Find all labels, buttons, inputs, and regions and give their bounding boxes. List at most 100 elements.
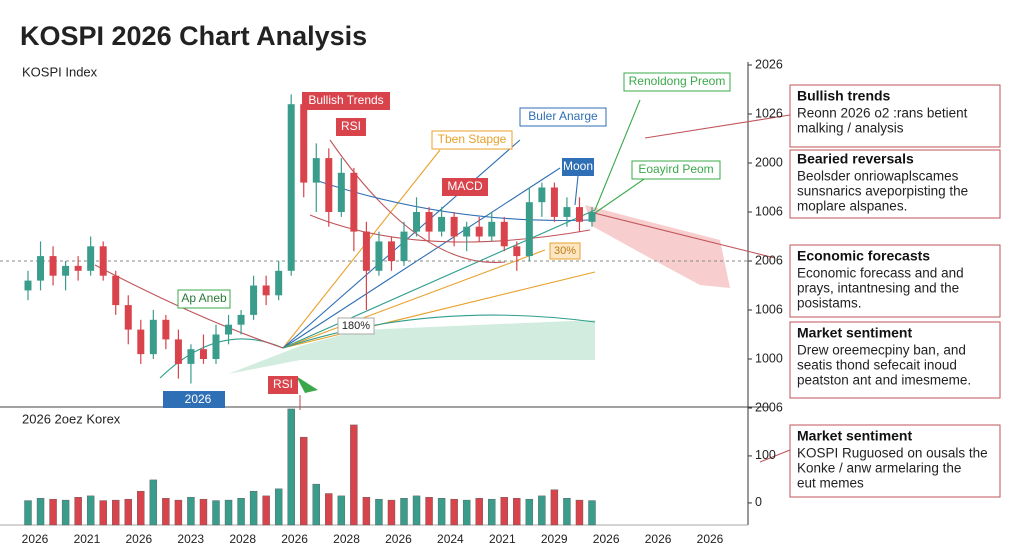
candle-body <box>513 246 521 257</box>
x-tick-label: 2026 <box>697 532 724 546</box>
panel-title: Market sentiment <box>797 325 912 341</box>
x-tick-label: 2026 <box>593 532 620 546</box>
panel-text: malking / analysis <box>797 121 904 136</box>
volume-bar <box>199 498 208 526</box>
candle-body <box>475 226 483 237</box>
forecast-band <box>585 205 730 288</box>
side-panels <box>789 84 1001 498</box>
x-tick-label: 2026 <box>281 532 308 546</box>
y-tick-label: 1026 <box>755 106 783 120</box>
annotation-box <box>268 376 298 394</box>
candle-body <box>275 270 283 296</box>
panel-box <box>789 321 1001 399</box>
y-tick-label: 2026 <box>755 57 783 71</box>
volume-bar <box>237 498 245 526</box>
volume-bar <box>99 500 107 526</box>
candle-body <box>174 339 182 364</box>
y-tick-label: 2006 <box>755 400 783 414</box>
candle-body <box>199 349 207 359</box>
annotation-box <box>302 92 390 110</box>
volume-bar <box>462 499 471 526</box>
annotation: Moon <box>563 159 593 173</box>
y-tick-label: 100 <box>755 448 776 462</box>
candle-body <box>312 158 320 183</box>
candle-body <box>124 305 132 330</box>
annotation-box <box>431 130 513 150</box>
x-tick-label: 2029 <box>541 532 568 546</box>
volume-bar <box>563 498 571 526</box>
candle-body <box>375 241 383 271</box>
annotation-box <box>163 391 225 408</box>
volume-bar <box>325 493 333 526</box>
candle-body <box>400 231 408 261</box>
candle-body <box>575 207 583 222</box>
volume-bar <box>212 500 220 526</box>
annotation: Bullish Trends <box>308 93 383 107</box>
annotation: Tben Stapge <box>438 132 507 146</box>
volume-bar <box>74 497 82 526</box>
candle-body <box>99 246 107 276</box>
candle-body <box>212 334 220 359</box>
volume-bar <box>287 408 295 526</box>
volume-bar <box>86 495 95 526</box>
volume-bar <box>437 498 446 526</box>
candle-body <box>250 285 258 315</box>
panel-text: Beolsder onriowaplscames <box>797 169 959 184</box>
volume-bar <box>375 498 383 526</box>
candle-body <box>488 221 496 237</box>
panel-text: sunsnarics aveporpisting the <box>797 184 968 199</box>
x-tick-label: 2026 <box>645 532 672 546</box>
volume-bar <box>450 498 458 526</box>
candle-body <box>262 285 270 296</box>
candle-body <box>74 265 82 271</box>
volume-label: 2026 2oez Korex <box>22 411 121 426</box>
volume-bar <box>149 479 158 526</box>
candle-body <box>325 158 333 212</box>
x-tick-label: 2026 <box>125 532 152 546</box>
volume-bar <box>387 499 396 526</box>
panel-text: Drew oreemecpiny ban, and <box>797 343 966 358</box>
y-tick-label: 0 <box>755 495 762 509</box>
annotation: 30% <box>554 245 576 257</box>
annotation-box <box>562 158 594 176</box>
volume-bar <box>525 498 534 526</box>
y-tick-label: 1006 <box>755 204 783 218</box>
panel-title: Bearied reversals <box>797 151 914 167</box>
x-tick-label: 2023 <box>177 532 204 546</box>
volume-bar <box>312 483 320 526</box>
trend-lines <box>94 99 791 463</box>
annotation: MACD <box>447 179 483 193</box>
panel-box <box>789 244 1001 318</box>
x-tick-label: 2026 <box>22 532 49 546</box>
volume-bar <box>187 497 195 526</box>
candle-body <box>438 216 446 232</box>
panel-box <box>789 84 1001 148</box>
y-tick-label: 2000 <box>755 155 783 169</box>
volume-bar <box>337 495 346 526</box>
candle-body <box>450 216 458 237</box>
volume-bar <box>362 497 371 526</box>
annotation-box <box>631 160 721 180</box>
x-tick-label: 2021 <box>489 532 516 546</box>
candle-body <box>563 207 571 217</box>
price-label: KOSPI Index <box>22 64 98 79</box>
arrow <box>296 376 318 393</box>
y-tick-label: 1006 <box>755 302 783 316</box>
panel-title: Market sentiment <box>797 428 912 444</box>
candle-body <box>62 265 70 276</box>
panel-text: posistams. <box>797 296 862 311</box>
candle-body <box>500 221 508 247</box>
annotation: Eoayird Peom <box>638 162 713 176</box>
y-tick-label: 2006 <box>755 253 783 267</box>
forecast-band <box>228 320 595 374</box>
panel-text: eut memes <box>797 476 864 491</box>
annotation: RSI <box>273 377 293 391</box>
volume-bar <box>224 499 233 526</box>
annotation: RSI <box>341 119 361 133</box>
volume-bar <box>588 500 596 526</box>
annotation: Renoldong Preom <box>629 74 726 88</box>
panel-text: Reonn 2026 o2 :rans betient <box>797 106 968 121</box>
panel-title: Bullish trends <box>797 88 891 104</box>
candle-body <box>463 226 471 237</box>
